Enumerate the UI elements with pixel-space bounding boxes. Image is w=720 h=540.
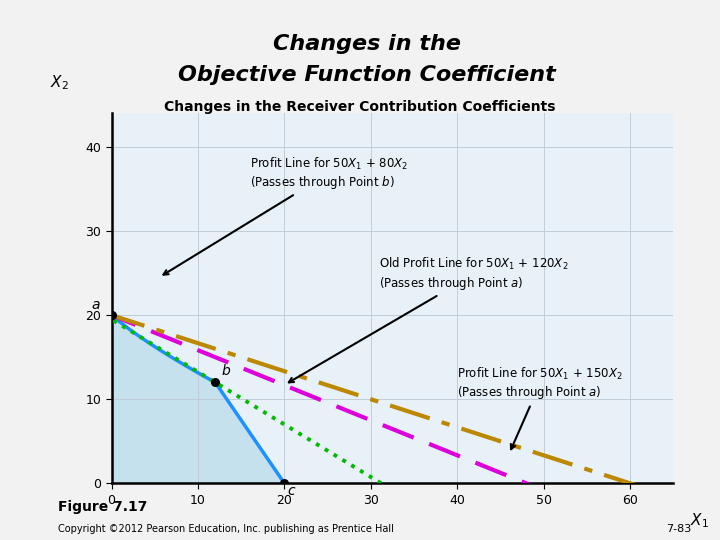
Text: a: a xyxy=(91,298,100,312)
Text: Profit Line for 50$X_1$ + 80$X_2$
(Passes through Point $b$): Profit Line for 50$X_1$ + 80$X_2$ (Passe… xyxy=(163,156,408,275)
Text: $X_2$: $X_2$ xyxy=(50,73,69,92)
Text: Changes in the Receiver Contribution Coefficients: Changes in the Receiver Contribution Coe… xyxy=(164,100,556,114)
Text: Changes in the: Changes in the xyxy=(273,33,462,53)
Text: Objective Function Coefficient: Objective Function Coefficient xyxy=(179,65,556,85)
Text: Copyright ©2012 Pearson Education, Inc. publishing as Prentice Hall: Copyright ©2012 Pearson Education, Inc. … xyxy=(58,524,393,534)
Text: Figure 7.17: Figure 7.17 xyxy=(58,500,147,514)
Text: $X_1$: $X_1$ xyxy=(690,512,709,530)
Text: c: c xyxy=(287,484,295,498)
Text: Old Profit Line for 50$X_1$ + 120$X_2$
(Passes through Point $a$): Old Profit Line for 50$X_1$ + 120$X_2$ (… xyxy=(289,256,569,382)
Polygon shape xyxy=(112,315,284,483)
Text: b: b xyxy=(221,364,230,378)
Text: Profit Line for 50$X_1$ + 150$X_2$
(Passes through Point $a$): Profit Line for 50$X_1$ + 150$X_2$ (Pass… xyxy=(457,366,623,449)
Text: 7-83: 7-83 xyxy=(666,524,691,534)
